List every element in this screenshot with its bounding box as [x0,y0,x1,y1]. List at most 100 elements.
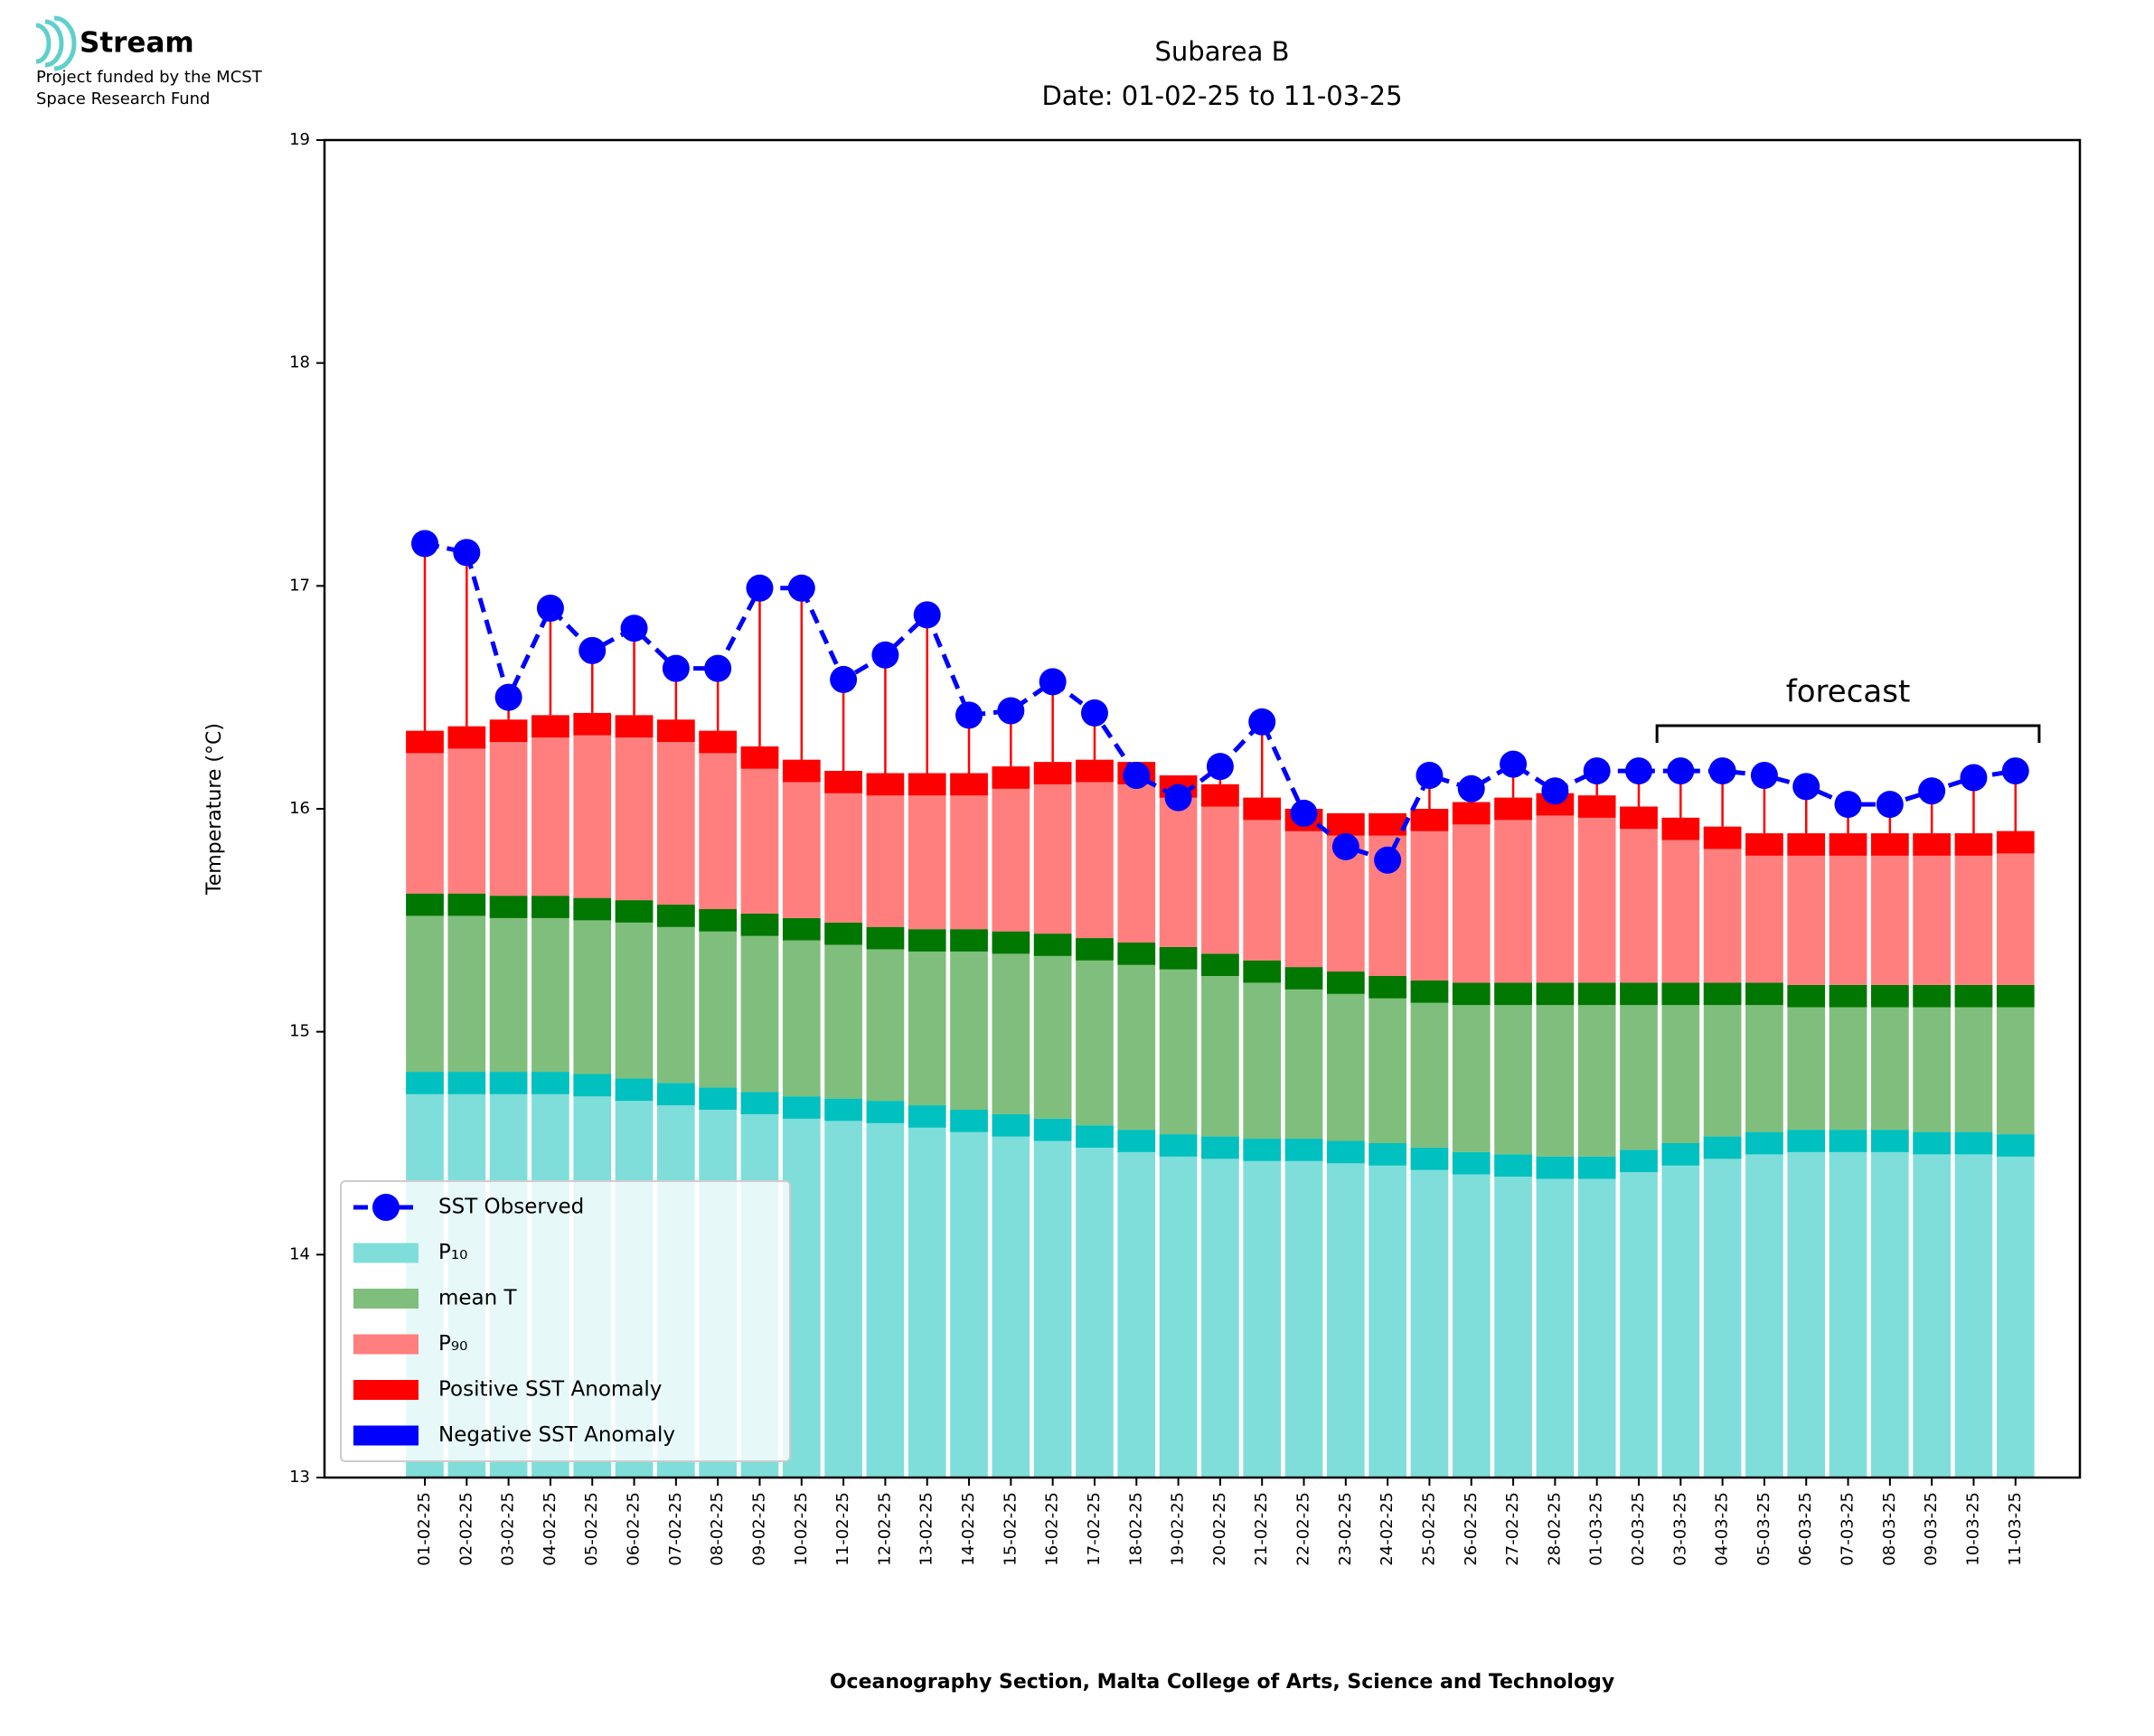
bar-edge [1787,833,1826,856]
observed-point [955,701,983,729]
bar-edge [1369,812,1406,836]
forecast-label: forecast [1786,674,1911,710]
bar-segment [992,766,1030,932]
bar-segment [1620,1150,1658,1478]
bar-edge [1954,833,1993,856]
bar-segment [573,897,612,1074]
bar-edge [573,712,612,736]
bar-segment [866,773,905,927]
bar-segment [1661,982,1700,1143]
y-tick-label: 15 [289,1022,310,1041]
bar-edge [1452,802,1491,825]
x-tick-label: 25-02-25 [1419,1492,1438,1566]
bar-segment [1577,982,1616,1157]
bar-edge [1159,1134,1198,1157]
bar-segment [1536,793,1575,983]
bar-segment [1703,826,1742,983]
bar-segment [1033,934,1072,1119]
bar-segment [1787,833,1826,985]
bar-edge [657,1083,695,1106]
logo: Stream Project funded by the MCST Space … [35,15,263,108]
bar-segment [615,900,654,1079]
x-tick-label: 28-02-25 [1545,1492,1564,1566]
observed-point [1750,762,1778,789]
x-tick-label: 03-02-25 [499,1492,518,1566]
bar-segment [1284,967,1323,1140]
observed-point [871,641,899,669]
bar-segment [1117,943,1156,1131]
observed-point [453,539,481,567]
bar-edge [992,931,1030,954]
bar-edge [908,773,946,796]
observed-point [1834,791,1862,819]
y-tick-label: 16 [289,799,310,818]
x-tick-label: 21-02-25 [1252,1492,1271,1566]
bar-segment [950,773,988,930]
bar-segment [1661,1143,1700,1478]
x-tick-label: 06-02-25 [625,1492,644,1566]
observed-point [1290,799,1318,827]
bar-edge [1452,982,1491,1006]
bar-segment [1410,980,1449,1148]
x-axis-label: Oceanography Section, Malta College of A… [830,1671,1614,1694]
bar-segment [1201,784,1239,954]
bar-segment [657,719,695,906]
bar-edge [489,896,528,918]
bar-edge [489,1072,528,1094]
x-tick-label: 02-02-25 [456,1492,475,1566]
bar-edge [1326,1140,1365,1164]
bar-segment [1661,817,1700,983]
bar-edge [531,1072,569,1094]
x-tick-label: 10-03-25 [1963,1492,1982,1566]
x-tick-label: 06-03-25 [1796,1492,1815,1566]
observed-point [1792,773,1820,801]
bar-edge [1536,1156,1575,1179]
bar-edge [1577,795,1616,818]
bar-edge [699,1087,738,1110]
bar-edge [824,922,862,945]
bar-segment [1745,1131,1783,1478]
observed-point [1624,757,1652,785]
legend-swatch [353,1334,419,1355]
observed-point [1541,777,1569,805]
observed-point [1374,846,1402,874]
observed-point [1457,774,1485,802]
bar-edge [1159,946,1198,970]
bar-segment [740,913,779,1093]
bar-segment [824,1098,862,1478]
bar-segment [1033,762,1072,934]
bar-edge [1745,833,1783,856]
legend-label: SST Observed [438,1196,584,1219]
bar-edge [950,929,988,952]
bar-edge [740,746,779,769]
bar-edge [406,893,444,916]
bar-segment [1494,982,1532,1155]
bar-segment [1369,976,1406,1143]
x-tick-label: 05-03-25 [1754,1492,1773,1566]
bar-edge [1996,1134,2035,1157]
bar-edge [1620,982,1658,1006]
bar-segment [1326,1140,1365,1478]
y-tick-label: 13 [289,1468,310,1487]
bar-segment [1954,984,1993,1132]
bar-edge [1284,1139,1323,1161]
bar-edge [1076,1125,1114,1148]
observed-point [536,595,564,622]
bar-edge [1201,784,1239,807]
observed-point [1876,791,1904,819]
x-tick-label: 24-02-25 [1378,1492,1397,1566]
legend: SST Observed P₁₀ mean T P₉₀ Positive SST Ano… [340,1180,791,1462]
bar-segment [1369,1143,1406,1478]
bar-segment [1494,1154,1532,1478]
bar-edge [1871,984,1909,1008]
bar-edge [1577,982,1616,1006]
bar-edge [866,1101,905,1123]
bar-segment [1076,1125,1114,1478]
bar-segment [1703,1136,1742,1478]
observed-point [1918,777,1946,805]
bar-segment [1536,1156,1575,1478]
bar-segment [1703,982,1742,1137]
bar-segment [615,715,654,901]
bar-segment [1577,795,1616,983]
bar-edge [1996,830,2035,854]
